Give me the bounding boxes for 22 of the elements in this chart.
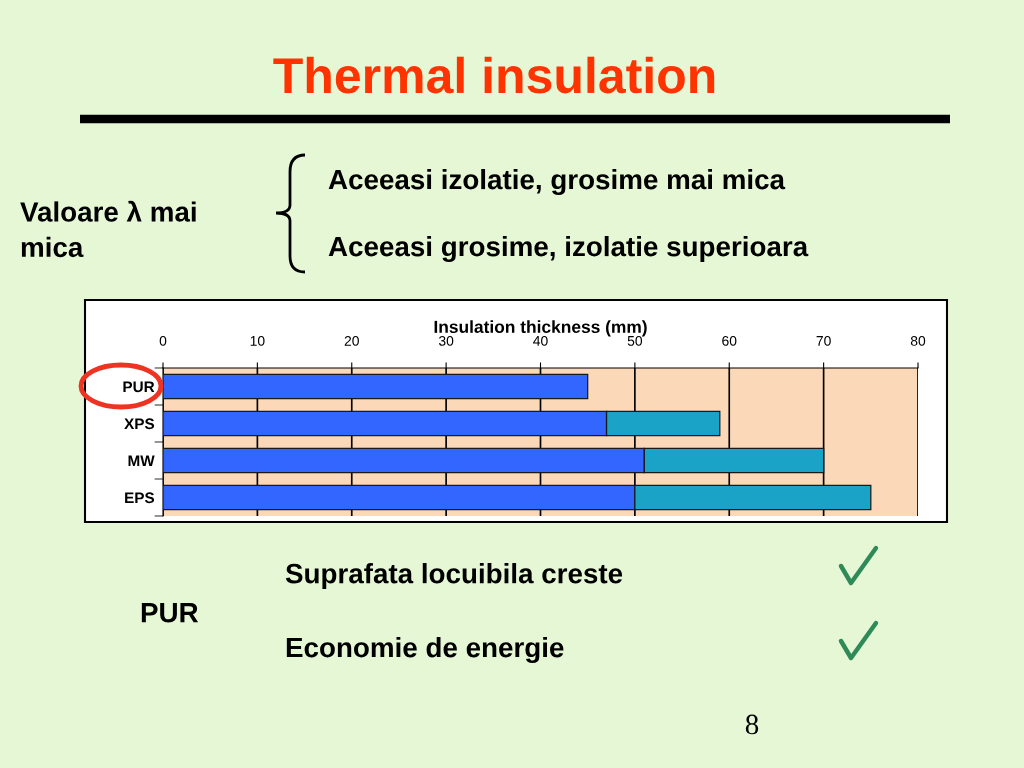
x-tick-label: 20 xyxy=(344,335,359,346)
x-tick-label: 60 xyxy=(722,335,737,346)
x-tick-label: 70 xyxy=(816,335,831,346)
text: PUR xyxy=(141,603,199,623)
y-tick-label: EPS xyxy=(125,492,155,504)
x-tick-label: 80 xyxy=(910,335,926,346)
text: Suprafata locuibila creste xyxy=(285,563,623,589)
x-tick-label: 50 xyxy=(627,335,643,346)
y-tick-label: MW xyxy=(128,455,155,467)
text: Economie de energie xyxy=(286,636,564,664)
text: Aceeasi izolatie, grosime mai mica xyxy=(328,168,786,196)
x-tick-label: 0 xyxy=(159,335,167,346)
x-tick-label: 40 xyxy=(533,335,548,346)
text: 8 xyxy=(745,714,759,735)
x-tick-label: 10 xyxy=(250,335,265,346)
text: Valoare λ mai mica xyxy=(20,200,196,258)
x-tick-label: 30 xyxy=(438,335,454,346)
y-tick-label: XPS xyxy=(124,418,155,430)
text: Aceeasi grosime, izolatie superioara xyxy=(328,235,809,263)
chart-title: Thermal insulation xyxy=(273,56,715,94)
y-tick-label: PUR xyxy=(123,381,155,393)
x-axis-title: Insulation thickness (mm) xyxy=(434,320,647,337)
